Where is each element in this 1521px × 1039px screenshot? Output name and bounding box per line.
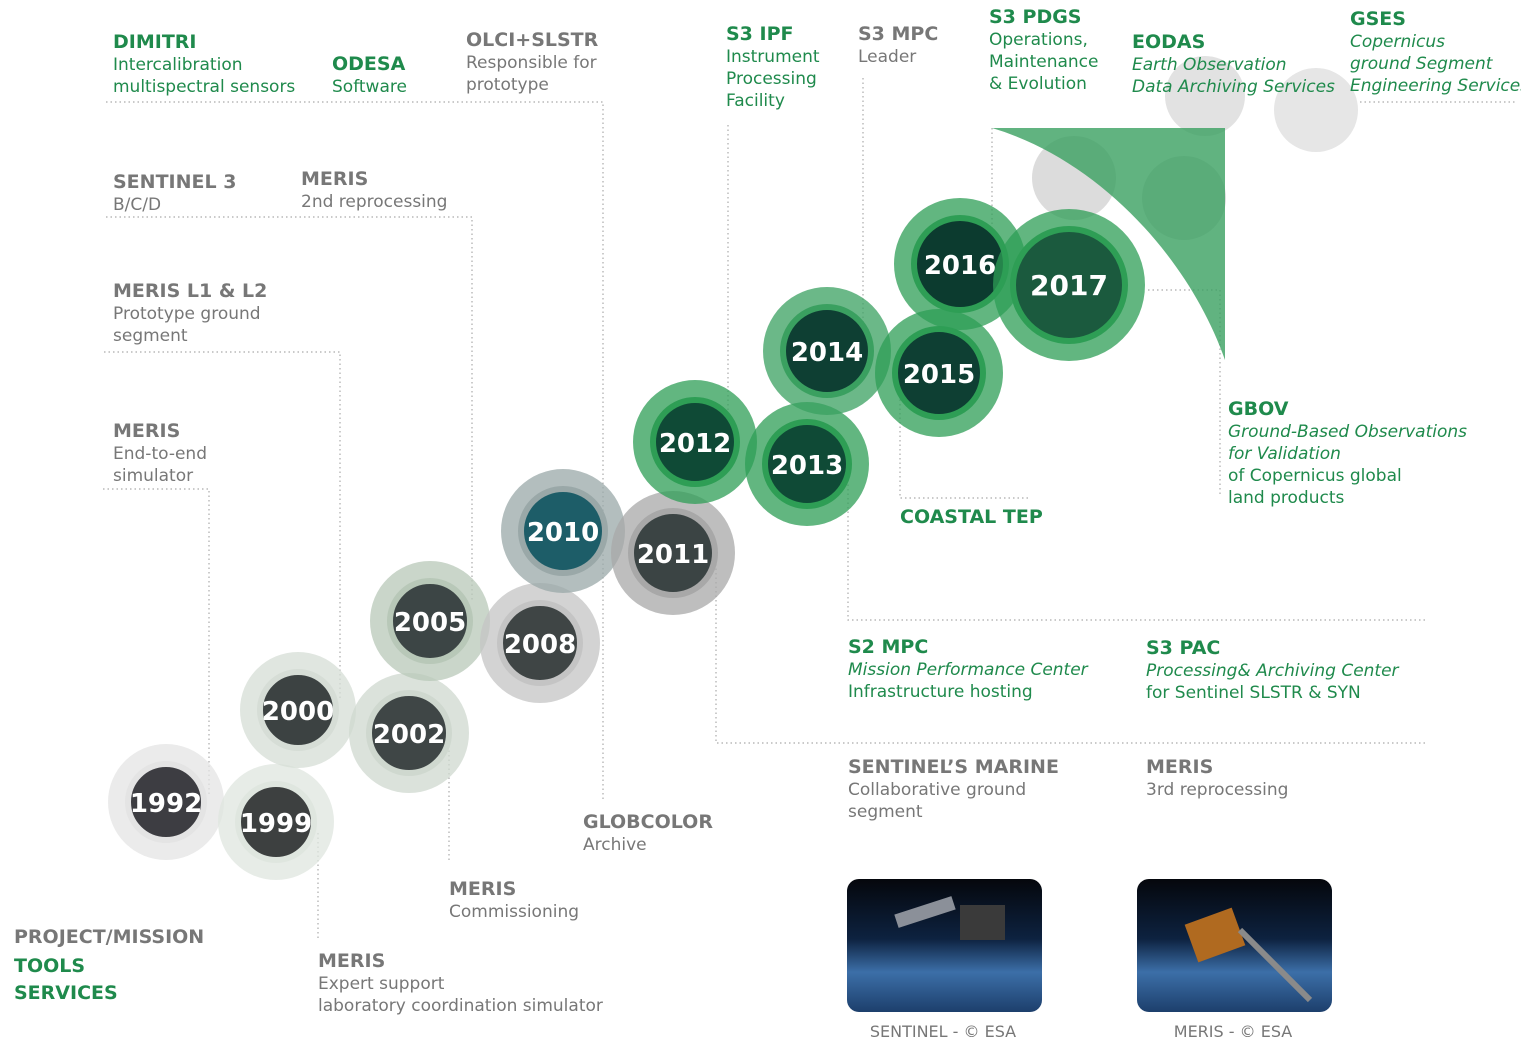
annotation-line: Intercalibration: [113, 55, 243, 75]
annotation-title: GSES: [1350, 8, 1406, 30]
annotation-line: Archive: [583, 835, 647, 855]
annotation-title: COASTAL TEP: [900, 506, 1043, 528]
annotation-title: DIMITRI: [113, 31, 196, 53]
legend-item: TOOLS: [14, 955, 85, 977]
annotation-line: Earth Observation: [1132, 55, 1287, 75]
year-label: 2010: [527, 518, 599, 548]
year-label: 2002: [373, 720, 445, 750]
annotation-title: ODESA: [332, 53, 406, 75]
year-label: 2015: [903, 360, 975, 390]
annotation-title: SENTINEL’S MARINE: [848, 756, 1059, 778]
year-label: 2005: [394, 608, 466, 638]
annotation-title: OLCI+SLSTR: [466, 29, 599, 51]
annotation-line: ground Segment: [1350, 54, 1494, 74]
annotation-line: Prototype ground: [113, 304, 261, 324]
annotation-line: B/C/D: [113, 195, 161, 215]
annotation-title: EODAS: [1132, 31, 1205, 53]
annotation-line: Processing& Archiving Center: [1146, 661, 1400, 681]
annotation-line: Collaborative ground: [848, 780, 1026, 800]
annotation-line: multispectral sensors: [113, 77, 295, 97]
legend-item: SERVICES: [14, 982, 118, 1004]
annotation-line: & Evolution: [989, 74, 1087, 94]
legend-item: PROJECT/MISSION: [14, 926, 204, 948]
year-label: 2013: [771, 451, 843, 481]
year-label: 2000: [262, 697, 334, 727]
annotation-line: of Copernicus global: [1228, 466, 1402, 486]
annotation-line: for Validation: [1228, 444, 1341, 464]
year-label: 2012: [659, 429, 731, 459]
annotation-line: 2nd reprocessing: [301, 192, 447, 212]
annotation-line: Mission Performance Center: [848, 660, 1089, 680]
annotation-title: MERIS L1 & L2: [113, 280, 267, 302]
annotation-line: laboratory coordination simulator: [318, 996, 603, 1016]
annotation-line: Operations,: [989, 30, 1088, 50]
annotation-line: Ground-Based Observations: [1228, 422, 1467, 442]
annotation-line: Facility: [726, 91, 785, 111]
annotation-line: 3rd reprocessing: [1146, 780, 1288, 800]
year-label: 2011: [637, 540, 709, 570]
annotation-title: MERIS: [449, 878, 516, 900]
annotation-title: S3 IPF: [726, 23, 794, 45]
annotation-title: S2 MPC: [848, 636, 928, 658]
legend: PROJECT/MISSION TOOLS SERVICES: [14, 926, 204, 1004]
annotation-line: Software: [332, 77, 407, 97]
annotation-line: land products: [1228, 488, 1344, 508]
annotation-line: Commissioning: [449, 902, 579, 922]
annotation-line: Responsible for: [466, 53, 597, 73]
year-label: 2017: [1030, 269, 1108, 302]
annotation-line: Copernicus: [1350, 32, 1445, 52]
annotation-title: MERIS: [301, 168, 368, 190]
year-label: 2008: [504, 630, 576, 660]
photo-caption: SENTINEL - © ESA: [870, 1022, 1016, 1039]
annotation-line: Expert support: [318, 974, 445, 994]
year-label: 1992: [130, 789, 202, 819]
photos: [847, 879, 1332, 1012]
annotation-line: simulator: [113, 466, 193, 486]
year-label: 2014: [791, 338, 863, 368]
annotation-title: S3 PAC: [1146, 637, 1220, 659]
year-label: 1999: [240, 809, 312, 839]
annotation-line: prototype: [466, 75, 549, 95]
annotation-title: S3 PDGS: [989, 6, 1082, 28]
annotation-title: MERIS: [1146, 756, 1213, 778]
annotation-title: MERIS: [318, 950, 385, 972]
photo-captions: SENTINEL - © ESA MERIS - © ESA: [870, 1022, 1292, 1039]
annotation-line: Instrument: [726, 47, 820, 67]
annotation-title: MERIS: [113, 420, 180, 442]
annotation-title: SENTINEL 3: [113, 171, 236, 193]
annotation-line: segment: [848, 802, 923, 822]
annotation-title: S3 MPC: [858, 23, 938, 45]
annotation-line: Infrastructure hosting: [848, 682, 1033, 702]
annotation-line: End-to-end: [113, 444, 207, 464]
annotation-title: GBOV: [1228, 398, 1289, 420]
timeline-diagram: 1992 1999 2000 2002 2005 2008 2010 2011 2012 2013…: [0, 0, 1521, 1039]
annotation-line: Leader: [858, 47, 916, 67]
annotation-title: GLOBCOLOR: [583, 811, 713, 833]
annotation-line: Maintenance: [989, 52, 1098, 72]
annotation-line: for Sentinel SLSTR & SYN: [1146, 683, 1361, 703]
annotation-line: Engineering Services: [1350, 76, 1521, 96]
annotation-line: Data Archiving Services: [1132, 77, 1335, 97]
photo-caption: MERIS - © ESA: [1174, 1022, 1293, 1039]
year-label: 2016: [924, 251, 996, 281]
annotation-line: segment: [113, 326, 188, 346]
annotation-line: Processing: [726, 69, 817, 89]
